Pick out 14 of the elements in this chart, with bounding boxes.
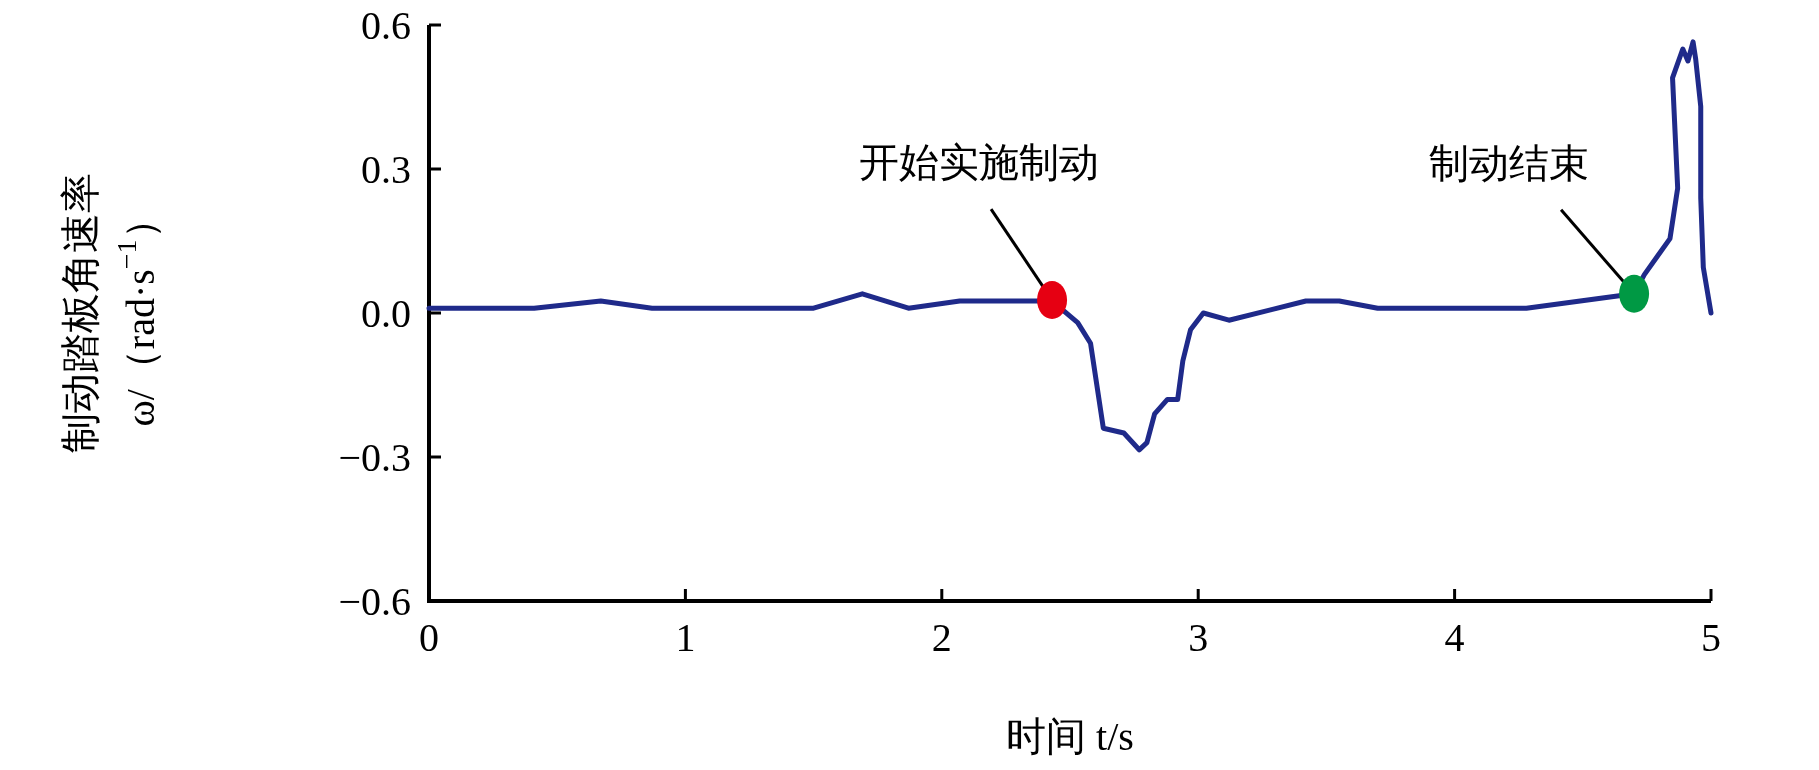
x-tick-label: 0	[419, 615, 439, 660]
x-tick-label: 4	[1444, 615, 1465, 660]
x-tick-label: 1	[675, 615, 696, 660]
y-tick-label: −0.3	[338, 435, 411, 480]
y-tick-label: 0.0	[361, 291, 411, 336]
y-tick-label: 0.3	[361, 147, 411, 192]
y-tick-label: 0.6	[361, 3, 411, 48]
x-tick-label: 3	[1188, 615, 1209, 660]
x-tick-label: 5	[1701, 615, 1721, 660]
x-tick-label: 2	[931, 615, 952, 660]
y-tick-label: −0.6	[338, 579, 411, 624]
annotation: 开始实施制动	[859, 139, 1100, 186]
x-axis-title: 时间 t/s	[1006, 714, 1134, 759]
annotation: 制动结束	[1429, 139, 1590, 186]
